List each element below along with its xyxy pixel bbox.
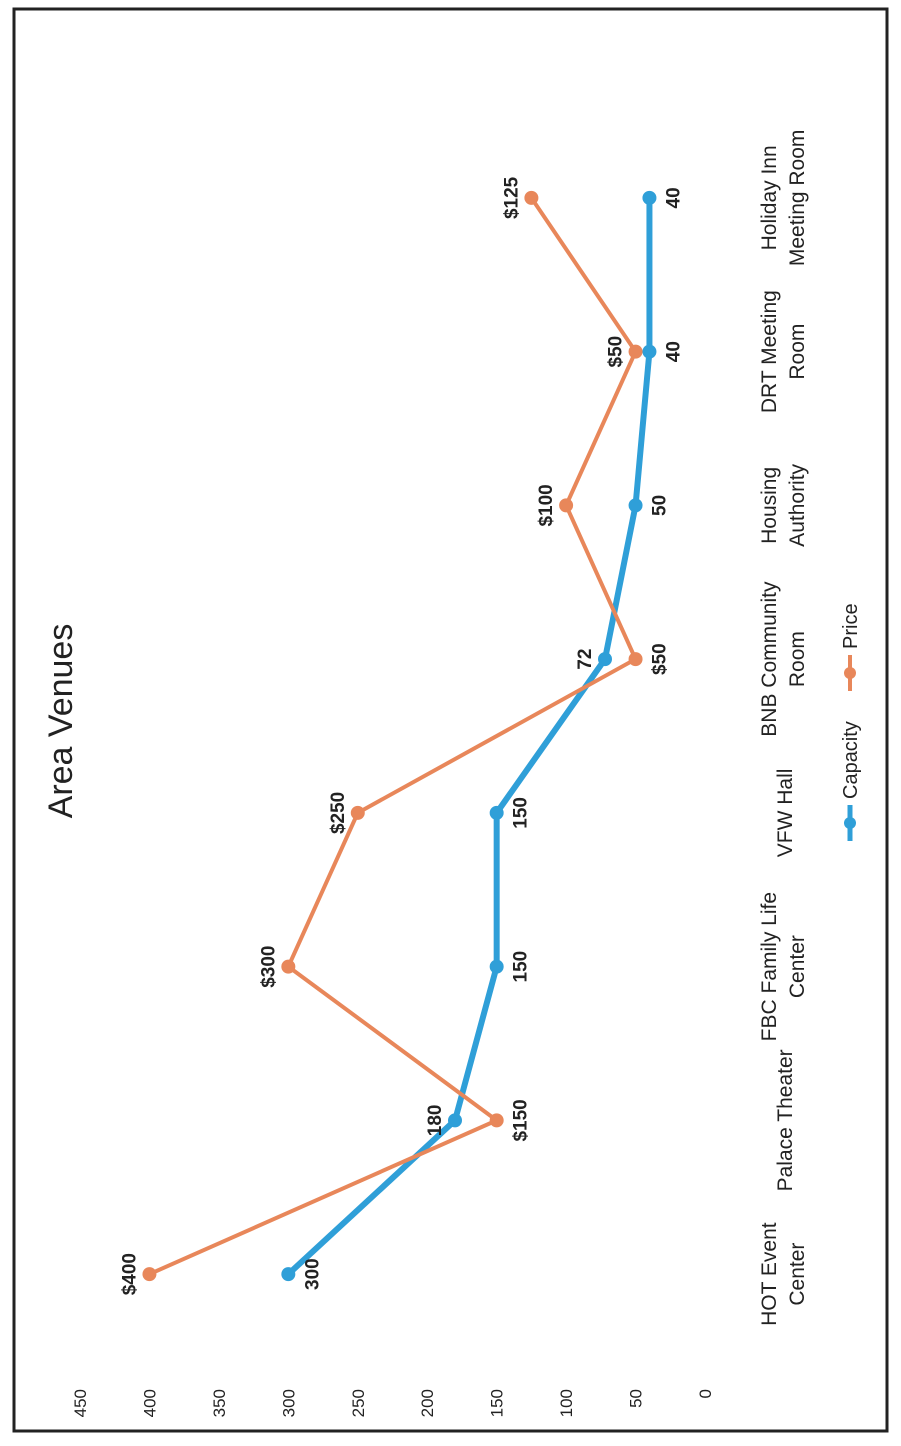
data-point-capacity [281, 1267, 296, 1282]
x-tick-label: Holiday Inn [758, 145, 781, 250]
chart-frame [12, 7, 889, 1433]
x-tick-label: Center [786, 935, 809, 998]
data-label-price: $125 [501, 176, 522, 219]
data-label-price: $50 [606, 336, 627, 368]
y-tick-label: 150 [488, 1389, 507, 1417]
data-label-price: $150 [511, 1099, 532, 1141]
x-tick-label: HOT Event [758, 1222, 781, 1326]
data-label-price: $250 [328, 792, 349, 834]
y-tick-label: 50 [627, 1389, 646, 1408]
data-point-price [281, 959, 296, 974]
x-tick-label: DRT Meeting [758, 290, 781, 413]
data-label-capacity: 50 [650, 495, 671, 516]
x-tick-label: VFW Hall [774, 769, 797, 858]
data-point-capacity [489, 805, 504, 820]
y-tick-label: 200 [418, 1389, 437, 1417]
legend: Capacity Price [840, 603, 862, 841]
x-tick-label: Center [786, 1243, 809, 1306]
data-point-price [489, 1113, 504, 1128]
data-label-capacity: 300 [302, 1258, 323, 1290]
data-labels: 300 $400 180 $150 150 $300 150 $250 72 $50 50 $100 4… [119, 176, 684, 1295]
x-tick-label: Palace Theater [774, 1049, 797, 1191]
data-point-capacity [598, 652, 612, 667]
x-tick-label: Authority [786, 463, 809, 546]
data-point-capacity [628, 498, 643, 513]
data-point-price [628, 344, 643, 359]
y-tick-label: 250 [349, 1389, 368, 1417]
data-point-capacity [642, 190, 657, 205]
data-point-price [524, 190, 539, 205]
data-label-capacity: 150 [511, 951, 532, 983]
x-tick-label: Housing [758, 467, 781, 544]
data-label-price: $400 [119, 1253, 140, 1295]
x-tick-label: Room [786, 324, 809, 380]
x-tick-label: Meeting Room [786, 130, 809, 267]
data-point-price [350, 805, 365, 820]
y-tick-label: 450 [71, 1389, 90, 1417]
y-tick-label: 100 [557, 1389, 576, 1417]
x-tick-label: BNB Community [758, 581, 781, 737]
chart-title: Area Venues [42, 624, 80, 819]
x-tick-label: FBC Family Life [758, 892, 781, 1041]
data-label-capacity: 150 [511, 797, 532, 829]
y-tick-label: 0 [696, 1389, 715, 1398]
series-line-price [147, 195, 638, 1277]
data-point-capacity [642, 344, 657, 359]
legend-marker-capacity [844, 817, 856, 829]
y-tick-label: 300 [279, 1389, 298, 1417]
y-axis-ticks: 0 50 100 150 200 250 300 350 400 450 [71, 1389, 715, 1417]
data-point-capacity [489, 959, 504, 974]
data-point-price [142, 1267, 157, 1282]
data-label-capacity: 180 [425, 1105, 446, 1137]
data-label-price: $100 [536, 484, 557, 526]
data-label-price: $50 [650, 643, 671, 675]
y-tick-label: 400 [140, 1389, 159, 1417]
data-point-price [559, 498, 574, 513]
data-label-capacity: 40 [663, 341, 684, 362]
series-points [142, 190, 657, 1282]
data-label-capacity: 40 [663, 187, 684, 208]
x-tick-label: Room [786, 631, 809, 687]
legend-label-capacity: Capacity [840, 721, 862, 799]
data-label-price: $300 [258, 945, 279, 987]
series-lines [147, 194, 653, 1278]
y-tick-label: 350 [210, 1389, 229, 1417]
data-point-price [628, 652, 643, 667]
data-label-capacity: 72 [575, 649, 596, 670]
rotated-chart-area: Area Venues 050100150200250300350400450 … [42, 130, 862, 1418]
legend-label-price: Price [840, 603, 862, 649]
data-point-capacity [448, 1113, 462, 1128]
legend-marker-price [844, 667, 856, 679]
